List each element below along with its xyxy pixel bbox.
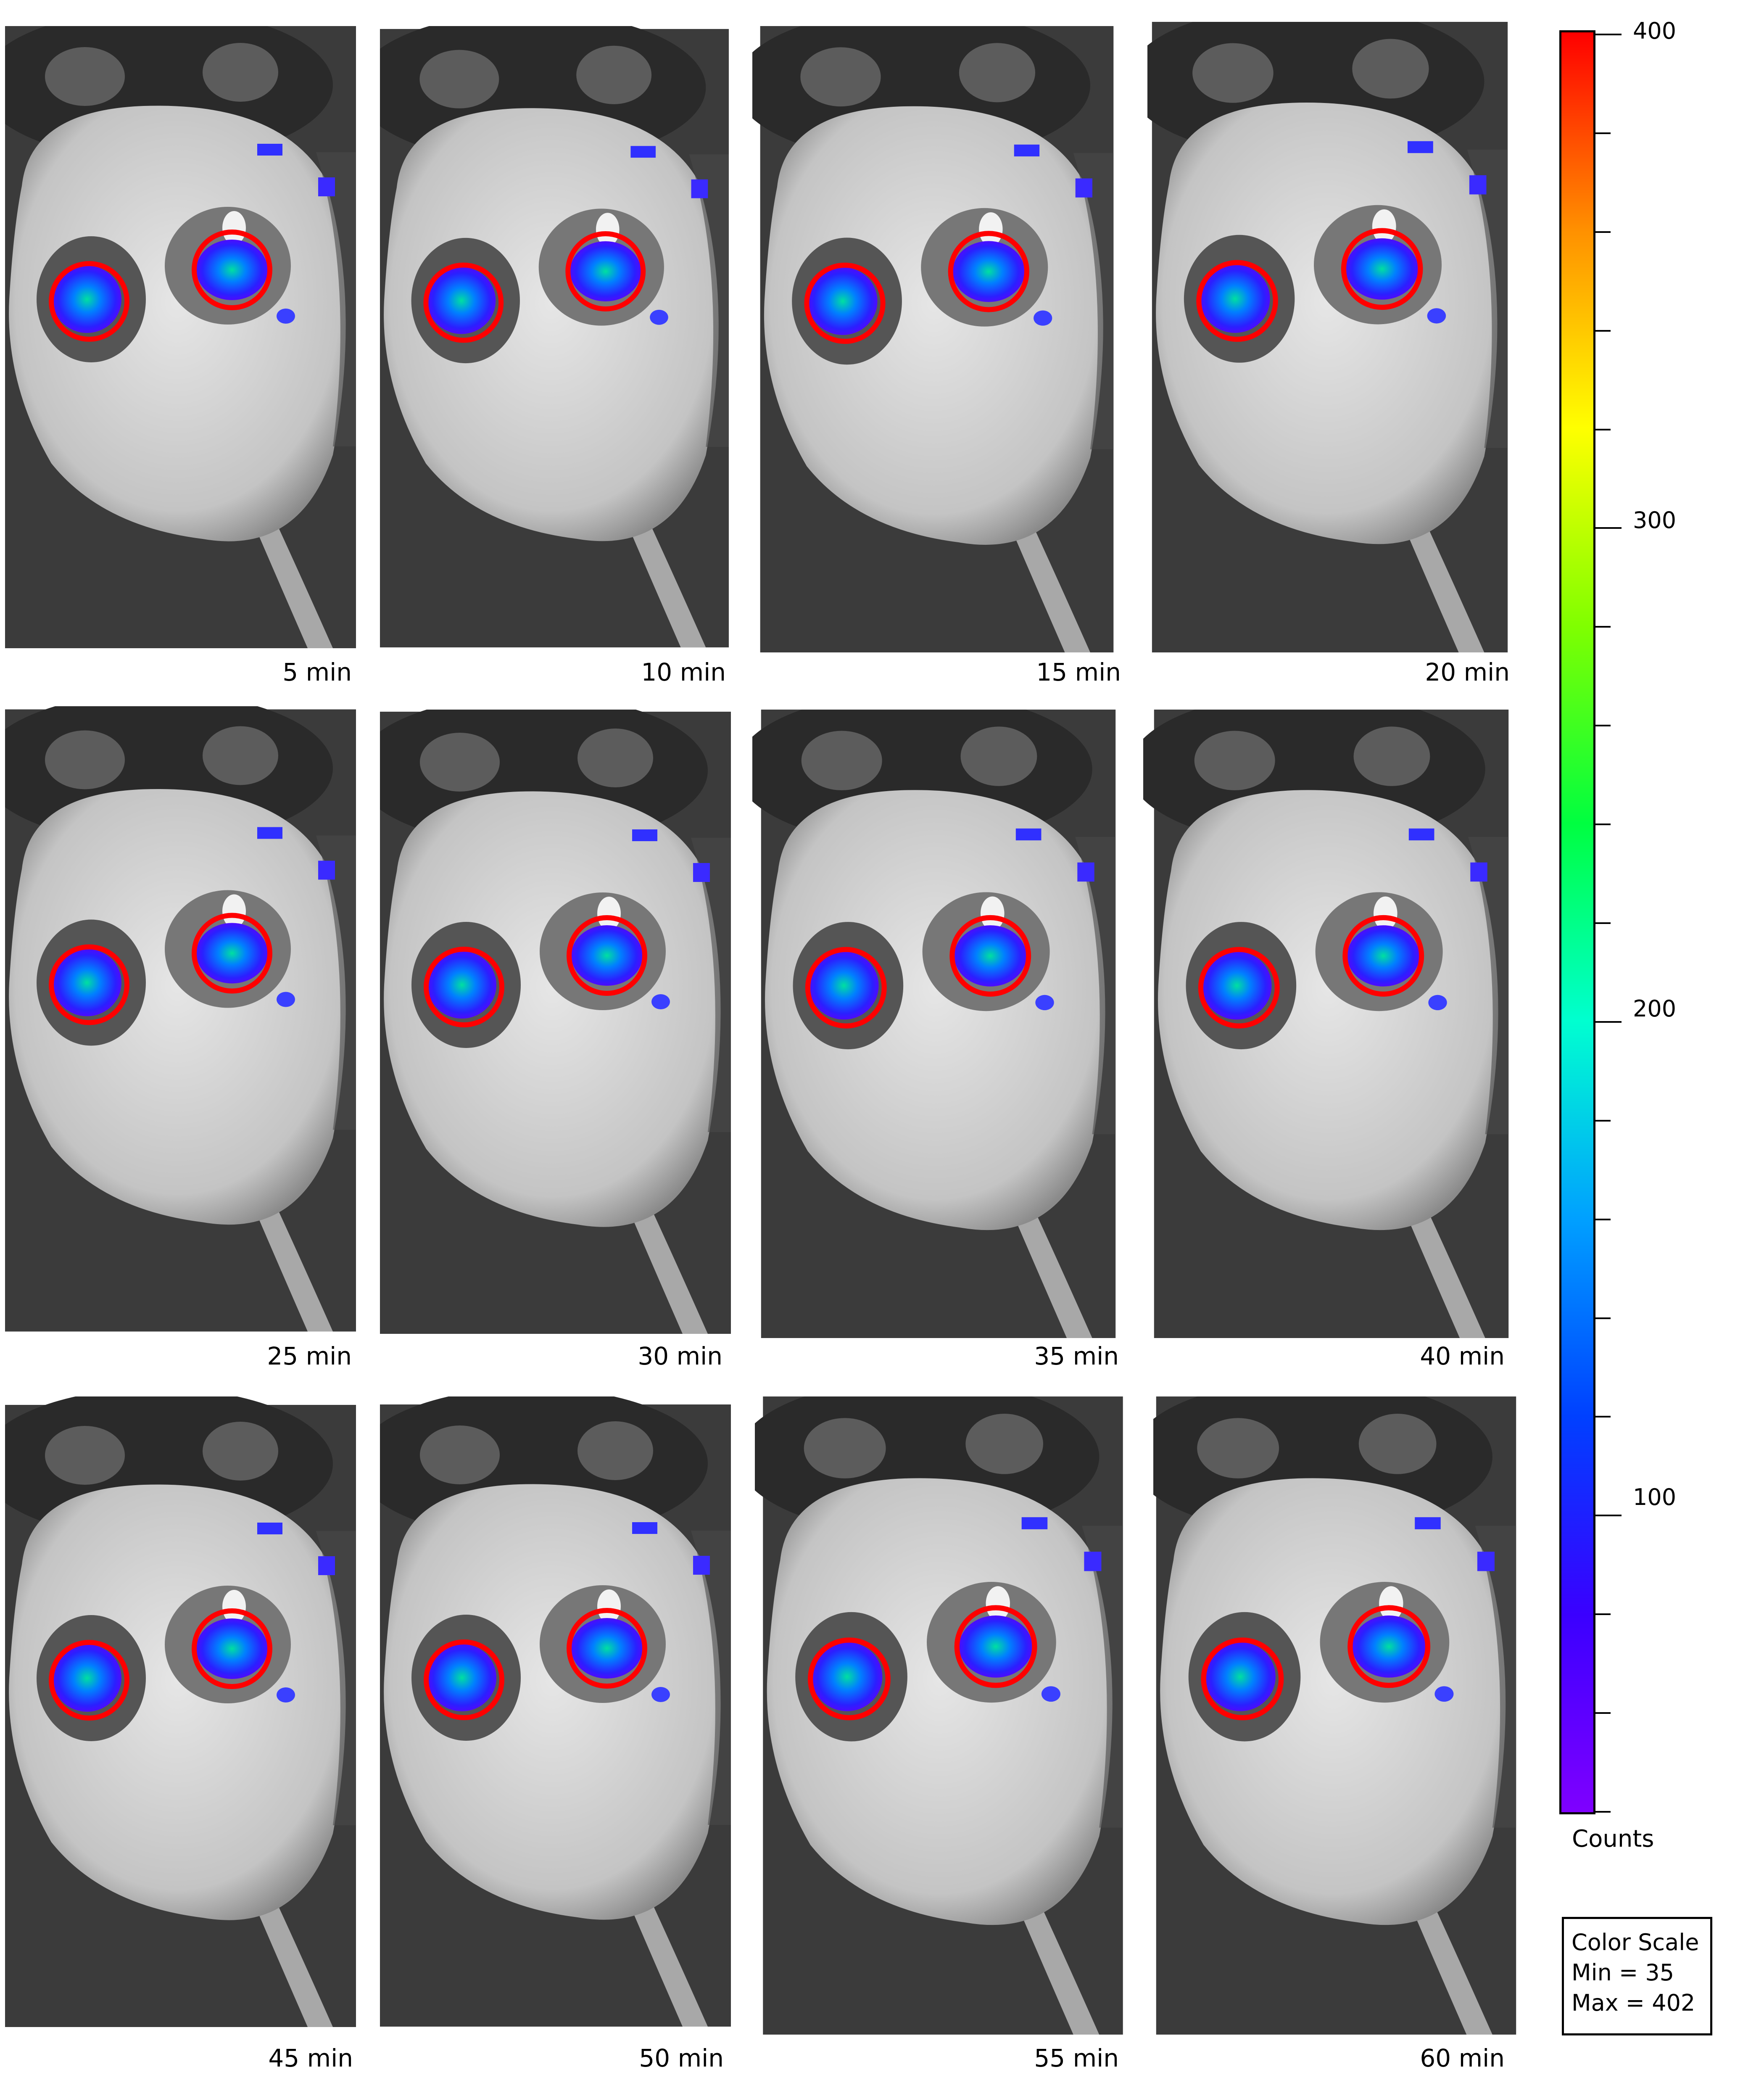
mouse-bioluminescence-image bbox=[1143, 710, 1509, 1338]
color-scale-legend: Color Scale Min = 35 Max = 402 bbox=[1562, 1917, 1712, 2035]
imaging-panel bbox=[1143, 710, 1519, 1338]
mouse-bioluminescence-image bbox=[5, 26, 356, 648]
time-label: 15 min bbox=[1036, 658, 1121, 686]
mouse-bioluminescence-image bbox=[380, 710, 731, 1334]
colorbar-tick bbox=[1595, 1515, 1622, 1517]
colorbar-tick bbox=[1595, 922, 1611, 924]
mouse-bioluminescence-image bbox=[752, 710, 1116, 1338]
colorbar-tick bbox=[1595, 1021, 1622, 1023]
time-label: 35 min bbox=[1034, 1342, 1119, 1370]
imaging-panel bbox=[752, 26, 1121, 652]
time-label: 60 min bbox=[1420, 2044, 1505, 2072]
imaging-panel bbox=[380, 710, 731, 1336]
colorbar-tick bbox=[1595, 1119, 1611, 1122]
colorbar-tick bbox=[1595, 725, 1611, 727]
mouse-bioluminescence-image bbox=[380, 1396, 731, 2027]
mouse-bioluminescence-image bbox=[5, 1396, 356, 2027]
mouse-bioluminescence-image bbox=[1153, 1396, 1516, 2035]
time-label: 25 min bbox=[267, 1342, 352, 1370]
imaging-panel bbox=[5, 706, 356, 1335]
colorbar-tick bbox=[1595, 132, 1611, 134]
legend-min: Min = 35 bbox=[1572, 1959, 1674, 1986]
mouse-bioluminescence-image bbox=[755, 1396, 1123, 2035]
color-gradient bbox=[1559, 30, 1595, 1814]
colorbar-tick bbox=[1595, 527, 1622, 529]
legend-max: Max = 402 bbox=[1572, 1990, 1695, 2016]
imaging-panel bbox=[752, 710, 1124, 1338]
time-label: 20 min bbox=[1425, 658, 1510, 686]
imaging-panel bbox=[380, 1396, 731, 2035]
mouse-bioluminescence-image bbox=[380, 26, 729, 648]
legend-title: Color Scale bbox=[1572, 1929, 1699, 1956]
colorbar-tick bbox=[1595, 1416, 1611, 1418]
mouse-bioluminescence-image bbox=[1147, 22, 1508, 652]
colorbar-tick-label: 400 bbox=[1633, 18, 1677, 44]
colorbar-tick-label: 200 bbox=[1633, 995, 1677, 1022]
colorbar-tick bbox=[1595, 824, 1611, 826]
colorbar-tick bbox=[1595, 34, 1622, 35]
time-label: 30 min bbox=[638, 1342, 722, 1370]
imaging-panel bbox=[1153, 1396, 1519, 2035]
colorbar-tick bbox=[1595, 1811, 1611, 1813]
colorbar-tick bbox=[1595, 1613, 1611, 1615]
colorbar-tick-label: 300 bbox=[1633, 507, 1677, 533]
imaging-panel bbox=[755, 1396, 1131, 2035]
mouse-bioluminescence-image bbox=[752, 26, 1114, 652]
time-label: 10 min bbox=[641, 658, 726, 686]
time-label: 50 min bbox=[639, 2044, 724, 2072]
mouse-bioluminescence-image bbox=[5, 706, 356, 1332]
time-label: 45 min bbox=[268, 2044, 353, 2072]
colorbar-tick bbox=[1595, 1317, 1611, 1319]
colorbar-tick bbox=[1595, 330, 1611, 332]
imaging-panel bbox=[1147, 22, 1512, 652]
colorbar-tick bbox=[1595, 1218, 1611, 1220]
time-label: 5 min bbox=[282, 658, 352, 686]
colorbar-tick bbox=[1595, 428, 1611, 430]
imaging-panel bbox=[380, 26, 729, 650]
colorbar-tick bbox=[1595, 1712, 1611, 1714]
colorbar-tick bbox=[1595, 626, 1611, 628]
imaging-panel bbox=[5, 1396, 356, 2035]
time-label: 40 min bbox=[1420, 1342, 1505, 1370]
colorbar-title: Counts bbox=[1572, 1825, 1654, 1853]
colorbar-tick-label: 100 bbox=[1633, 1484, 1677, 1510]
time-label: 55 min bbox=[1034, 2044, 1119, 2072]
colorbar-tick bbox=[1595, 231, 1611, 233]
imaging-panel bbox=[5, 26, 356, 648]
